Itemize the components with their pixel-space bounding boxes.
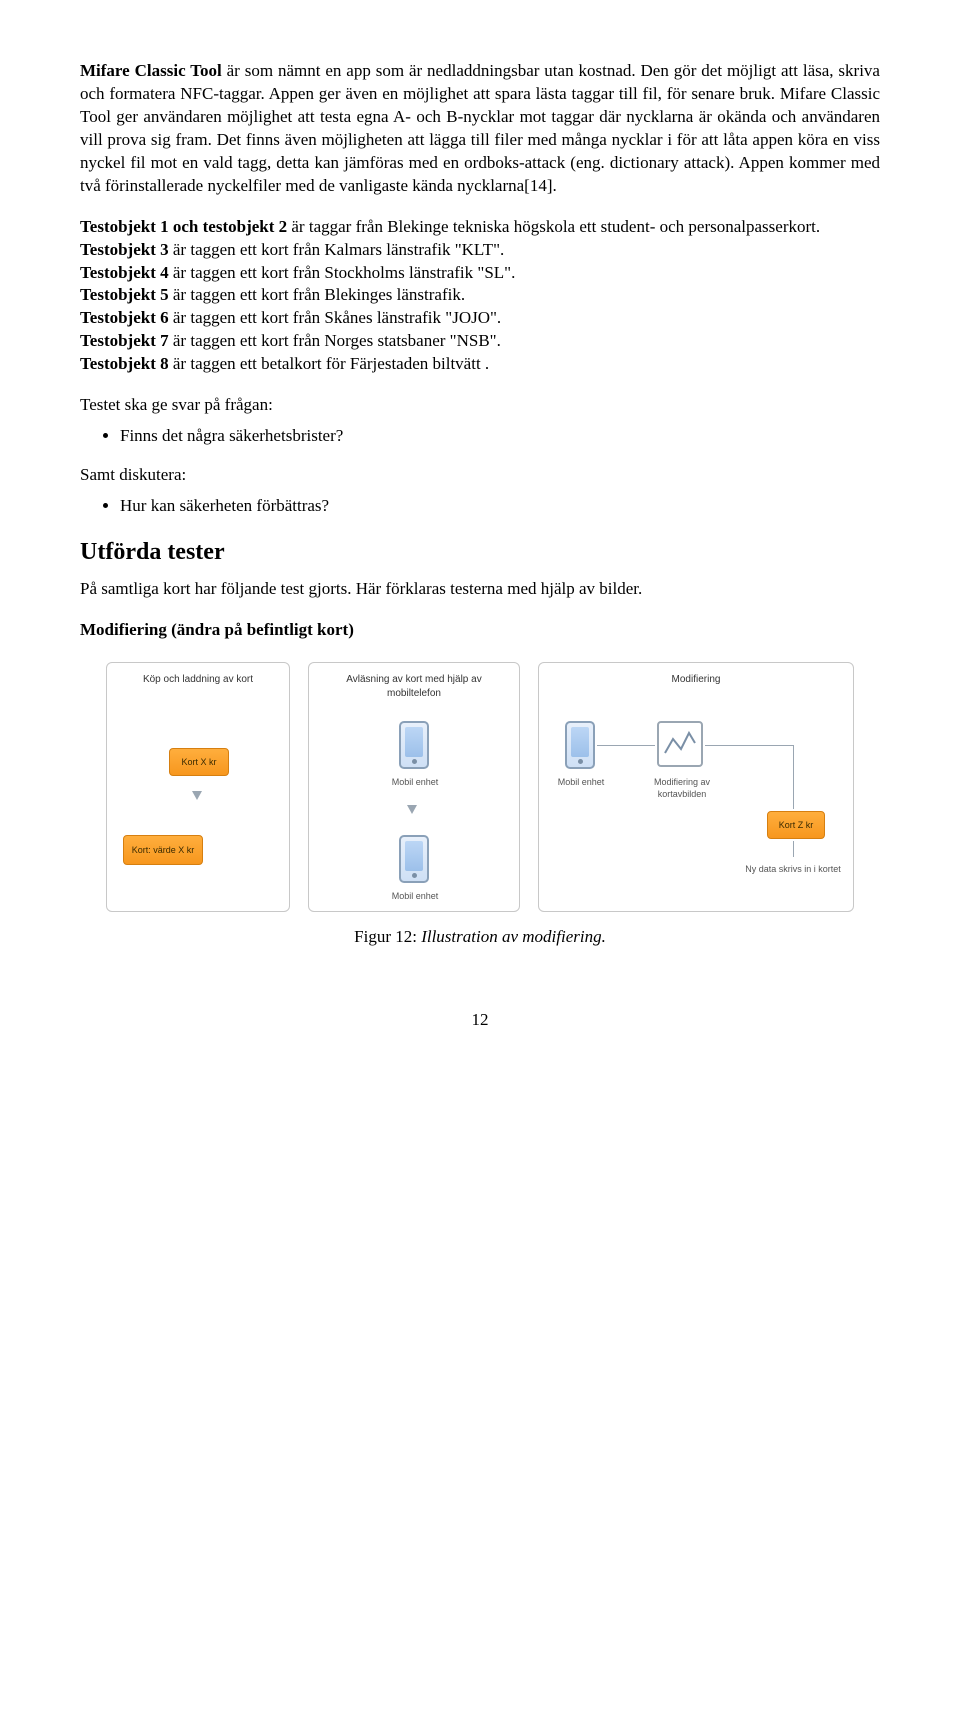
connector-line (793, 841, 794, 857)
section-text: På samtliga kort har följande test gjort… (80, 578, 880, 601)
arrow-down-icon (407, 805, 417, 814)
testobject-rest: är taggen ett kort från Stockholms länst… (169, 263, 516, 282)
card-box: Kort X kr (169, 748, 229, 776)
testobject-lead: Testobjekt 5 (80, 285, 169, 304)
phone-label: Mobil enhet (387, 890, 443, 902)
diagram: Köp och laddning av kort Kort X kr Kort:… (80, 662, 880, 912)
phone-label: Mobil enhet (553, 776, 609, 788)
phone-label: Mobil enhet (387, 776, 443, 788)
question-item: Finns det några säkerhetsbrister? (120, 425, 880, 448)
caption-text: Illustration av modifiering. (421, 927, 606, 946)
section-title: Utförda tester (80, 536, 880, 568)
connector-line (705, 745, 793, 746)
phone-icon (399, 835, 429, 883)
panel-3-title: Modifiering (549, 673, 843, 687)
question-item: Hur kan säkerheten förbättras? (120, 495, 880, 518)
testobject-intro-rest: är taggar från Blekinge tekniska högskol… (287, 217, 820, 236)
figure-caption: Figur 12: Illustration av modifiering. (80, 926, 880, 949)
intro-paragraph: Mifare Classic Tool är som nämnt en app … (80, 60, 880, 198)
figure-12: Köp och laddning av kort Kort X kr Kort:… (80, 662, 880, 912)
testobject-lead: Testobjekt 8 (80, 354, 169, 373)
diagram-panel-3: Modifiering Mobil enhet Modifiering av k… (538, 662, 854, 912)
panel-2-title: Avläsning av kort med hjälp av mobiltele… (319, 673, 509, 700)
connector-line (793, 745, 794, 809)
card-box: Kort: värde X kr (123, 835, 203, 865)
caption-prefix: Figur 12: (354, 927, 421, 946)
page-number: 12 (80, 1009, 880, 1032)
modify-icon (657, 721, 703, 767)
phone-icon (399, 721, 429, 769)
testobject-list: Testobjekt 1 och testobjekt 2 är taggar … (80, 216, 880, 377)
subheading: Modifiering (ändra på befintligt kort) (80, 619, 880, 642)
panel-1-title: Köp och laddning av kort (117, 673, 279, 687)
testobject-lead: Testobjekt 4 (80, 263, 169, 282)
modify-label: Modifiering av kortavbilden (645, 776, 719, 800)
testobject-row: Testobjekt 5 är taggen ett kort från Ble… (80, 284, 880, 307)
intro-lead: Mifare Classic Tool (80, 61, 222, 80)
testobject-intro: Testobjekt 1 och testobjekt 2 är taggar … (80, 216, 880, 239)
testobject-rest: är taggen ett kort från Norges statsbane… (169, 331, 501, 350)
testobject-row: Testobjekt 3 är taggen ett kort från Kal… (80, 239, 880, 262)
testobject-lead: Testobjekt 6 (80, 308, 169, 327)
question-list-1: Finns det några säkerhetsbrister? (80, 425, 880, 448)
testobject-lead: Testobjekt 7 (80, 331, 169, 350)
arrow-down-icon (192, 791, 202, 800)
testobject-row: Testobjekt 4 är taggen ett kort från Sto… (80, 262, 880, 285)
diagram-panel-1: Köp och laddning av kort Kort X kr Kort:… (106, 662, 290, 912)
discuss-intro: Samt diskutera: (80, 464, 880, 487)
testobject-lead: Testobjekt 3 (80, 240, 169, 259)
testobject-intro-lead: Testobjekt 1 och testobjekt 2 (80, 217, 287, 236)
testobject-row: Testobjekt 6 är taggen ett kort från Skå… (80, 307, 880, 330)
testobject-row: Testobjekt 8 är taggen ett betalkort för… (80, 353, 880, 376)
testobject-rest: är taggen ett kort från Blekinges länstr… (169, 285, 465, 304)
testobject-row: Testobjekt 7 är taggen ett kort från Nor… (80, 330, 880, 353)
intro-rest: är som nämnt en app som är nedladdningsb… (80, 61, 880, 195)
question-intro: Testet ska ge svar på frågan: (80, 394, 880, 417)
connector-line (597, 745, 655, 746)
question-list-2: Hur kan säkerheten förbättras? (80, 495, 880, 518)
diagram-panel-2: Avläsning av kort med hjälp av mobiltele… (308, 662, 520, 912)
phone-icon (565, 721, 595, 769)
write-label: Ny data skrivs in i kortet (737, 863, 849, 875)
testobject-rest: är taggen ett kort från Kalmars länstraf… (169, 240, 505, 259)
testobject-rest: är taggen ett betalkort för Färjestaden … (169, 354, 490, 373)
testobject-rest: är taggen ett kort från Skånes länstrafi… (169, 308, 502, 327)
card-box: Kort Z kr (767, 811, 825, 839)
